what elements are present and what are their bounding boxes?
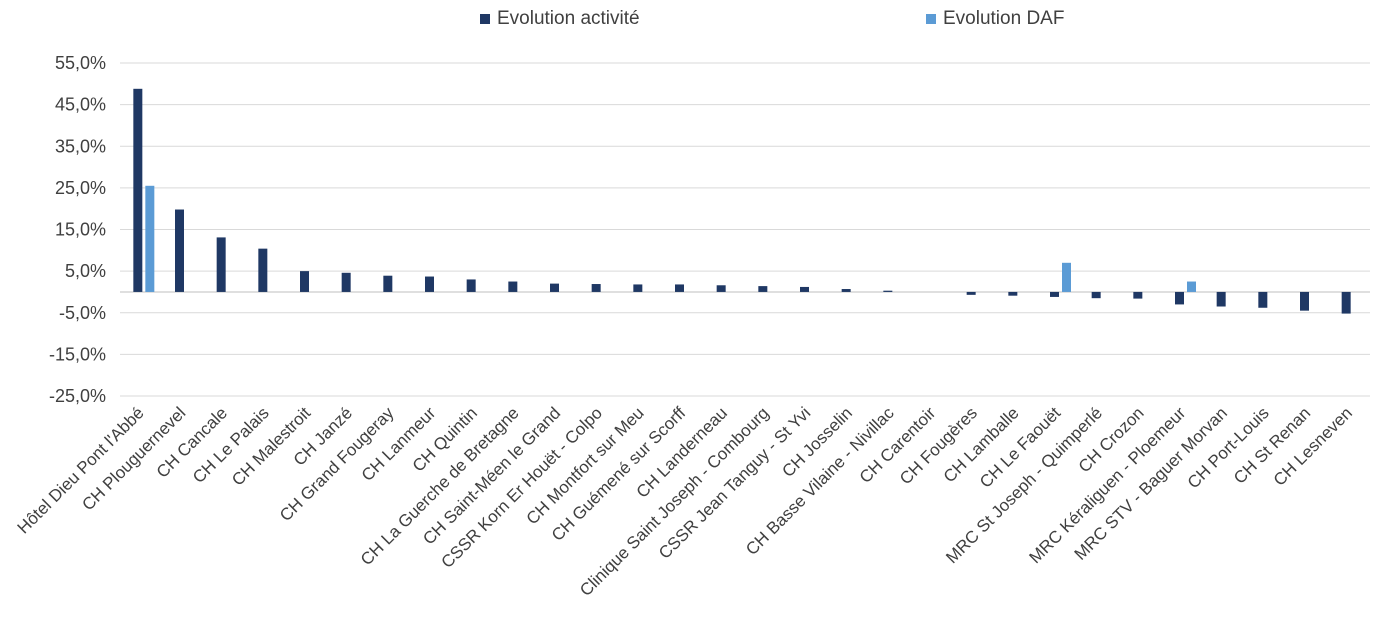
bar-activite xyxy=(1050,291,1059,297)
bar-daf xyxy=(1062,262,1071,292)
bar-activite xyxy=(300,271,309,292)
bar-activite xyxy=(258,248,268,292)
bar-activite xyxy=(1133,291,1143,299)
bar-activite xyxy=(883,290,893,292)
y-tick-label: 25,0% xyxy=(55,178,106,198)
y-tick-label: -25,0% xyxy=(49,386,106,406)
bar-activite xyxy=(175,209,184,292)
bar-activite xyxy=(1216,291,1226,307)
bar-activite xyxy=(841,289,851,292)
legend-swatch-activite xyxy=(480,14,490,24)
y-tick-label: 45,0% xyxy=(55,95,106,115)
y-tick-label: 55,0% xyxy=(55,53,106,73)
bar-activite xyxy=(633,284,643,292)
legend-item-activite: Evolution activité xyxy=(480,8,640,30)
bar-activite xyxy=(966,291,976,295)
y-tick-label: 35,0% xyxy=(55,136,106,156)
bar-activite xyxy=(1008,291,1018,296)
legend-item-daf: Evolution DAF xyxy=(926,8,1064,30)
y-tick-label: -5,0% xyxy=(59,303,106,323)
bar-activite xyxy=(1091,291,1101,299)
bar-activite xyxy=(1175,291,1184,305)
y-tick-label: 5,0% xyxy=(65,261,106,281)
bar-activite xyxy=(675,284,684,292)
bar-activite xyxy=(758,286,768,292)
legend-label-activite: Evolution activité xyxy=(497,8,640,29)
bar-activite xyxy=(1300,291,1309,311)
bar-activite xyxy=(508,281,518,292)
bar-activite xyxy=(1341,291,1351,314)
legend-swatch-daf xyxy=(926,14,936,24)
bar-activite xyxy=(383,275,393,292)
bar-activite xyxy=(716,285,726,292)
bar-activite xyxy=(425,276,434,292)
y-tick-label: -15,0% xyxy=(49,344,106,364)
bar-activite xyxy=(550,283,559,292)
bar-activite xyxy=(800,286,809,292)
legend-label-daf: Evolution DAF xyxy=(943,8,1065,29)
bar-daf xyxy=(1187,281,1196,292)
bar-activite xyxy=(466,279,476,292)
legend: Evolution activité Evolution DAF xyxy=(0,8,1377,32)
bar-daf xyxy=(145,185,155,292)
bar-activite xyxy=(133,88,143,292)
y-tick-label: 15,0% xyxy=(55,220,106,240)
bar-activite xyxy=(216,237,226,292)
bar-activite xyxy=(341,272,351,292)
bar-activite xyxy=(1258,291,1268,308)
bar-activite xyxy=(591,284,601,292)
